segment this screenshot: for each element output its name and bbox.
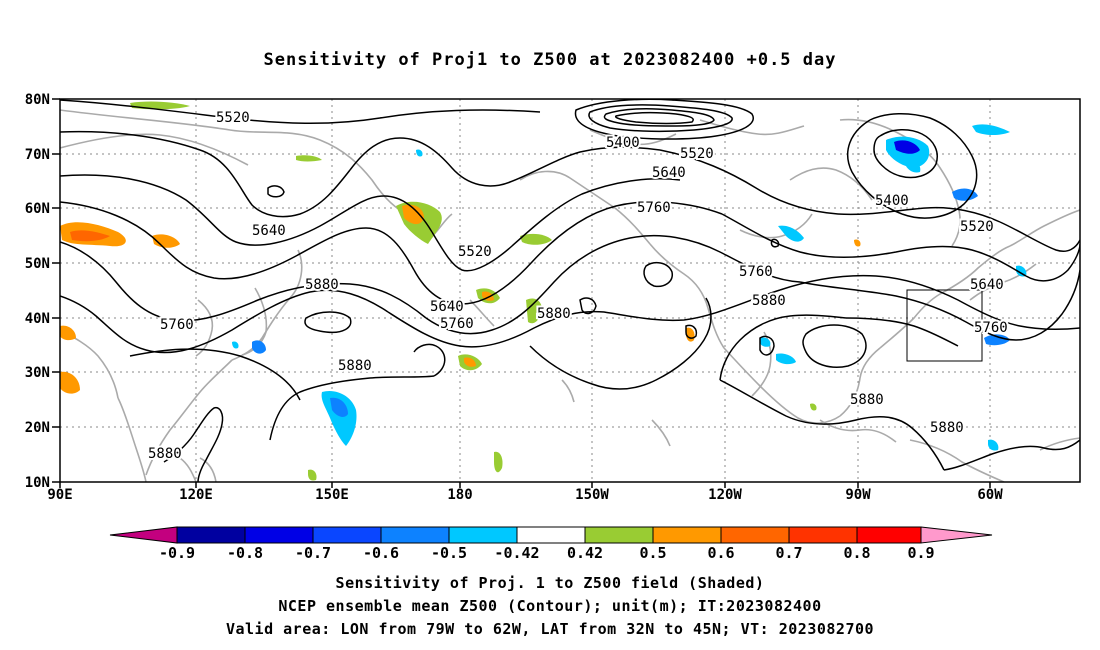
contour-label: 5760	[974, 320, 1008, 336]
colorbar-swatch	[244, 526, 314, 544]
colorbar-tick-label: 0.9	[907, 544, 934, 562]
map-frame	[59, 98, 1081, 483]
lon-label: 60W	[977, 487, 1003, 503]
colorbar-tick-label: -0.6	[363, 544, 399, 562]
lat-label: 30N	[25, 365, 50, 381]
lon-label: 90W	[845, 487, 871, 503]
colorbar-swatch	[448, 526, 518, 544]
colorbar: -0.9 -0.8 -0.7 -0.6 -0.5 -0.42 0.42 0.5 …	[109, 526, 993, 562]
lat-label: 40N	[25, 311, 50, 327]
contour-label: 5520	[960, 219, 994, 235]
contour-label: 5400	[875, 193, 909, 209]
lon-label: 150W	[575, 487, 609, 503]
colorbar-left-arrow	[109, 526, 178, 544]
colorbar-swatch	[516, 526, 586, 544]
contour-label: 5880	[930, 420, 964, 436]
colorbar-swatch	[788, 526, 858, 544]
page-title: Sensitivity of Proj1 to Z500 at 20230824…	[263, 50, 837, 70]
colorbar-tick-label: -0.7	[295, 544, 331, 562]
longitude-labels: 90E 120E 150E 180 150W 120W 90W 60W	[47, 487, 1003, 503]
colorbar-swatch	[380, 526, 450, 544]
contour-label: 5880	[148, 446, 182, 462]
contour-label: 5520	[216, 110, 250, 126]
contour-label: 5400	[606, 135, 640, 151]
colorbar-tick-label: -0.9	[159, 544, 195, 562]
colorbar-tick-label: 0.42	[567, 544, 603, 562]
contour-label: 5880	[752, 293, 786, 309]
colorbar-tick-label: -0.42	[494, 544, 539, 562]
lat-label: 10N	[25, 475, 50, 491]
contour-label: 5760	[160, 317, 194, 333]
contour-label: 5880	[537, 306, 571, 322]
colorbar-tick-label: 0.5	[639, 544, 666, 562]
contour-label: 5640	[970, 277, 1004, 293]
grid-lines	[60, 99, 1080, 482]
lon-label: 150E	[315, 487, 349, 503]
colorbar-swatch	[312, 526, 382, 544]
contour-label: 5640	[252, 223, 286, 239]
colorbar-right-arrow	[920, 526, 993, 544]
colorbar-swatch	[652, 526, 722, 544]
colorbar-tick-label: 0.7	[775, 544, 802, 562]
caption-line-2: NCEP ensemble mean Z500 (Contour); unit(…	[278, 597, 822, 615]
axis-ticks	[52, 98, 991, 488]
contour-label: 5880	[305, 277, 339, 293]
validation-box	[906, 289, 983, 362]
contour-label: 5760	[440, 316, 474, 332]
contour-label: 5760	[739, 264, 773, 280]
lon-label: 120W	[708, 487, 742, 503]
lat-label: 70N	[25, 147, 50, 163]
contour-label: 5520	[458, 244, 492, 260]
contour-label: 5640	[430, 299, 464, 315]
latitude-labels: 80N 70N 60N 50N 40N 30N 20N 10N	[25, 92, 50, 491]
lon-label: 90E	[47, 487, 72, 503]
contour-label: 5760	[637, 200, 671, 216]
caption-line-3: Valid area: LON from 79W to 62W, LAT fro…	[225, 620, 875, 638]
lat-label: 50N	[25, 256, 50, 272]
lat-label: 60N	[25, 201, 50, 217]
colorbar-tick-label: -0.5	[431, 544, 467, 562]
z500-contours	[60, 99, 1080, 482]
lat-label: 20N	[25, 420, 50, 436]
contour-labels: 5520 5400 5520 5640 5760 5640 5520 5400 …	[146, 108, 1010, 464]
colorbar-swatch	[176, 526, 246, 544]
contour-label: 5520	[680, 146, 714, 162]
lon-label: 180	[447, 487, 472, 503]
colorbar-tick-label: -0.8	[227, 544, 263, 562]
caption-line-1: Sensitivity of Proj. 1 to Z500 field (Sh…	[335, 574, 765, 592]
contour-label: 5640	[652, 165, 686, 181]
contour-label: 5880	[850, 392, 884, 408]
colorbar-swatch	[856, 526, 922, 544]
colorbar-swatch	[720, 526, 790, 544]
sensitivity-map: 5520 5400 5520 5640 5760 5640 5520 5400 …	[25, 92, 1081, 562]
colorbar-swatch	[584, 526, 654, 544]
colorbar-tick-label: 0.6	[707, 544, 734, 562]
colorbar-tick-label: 0.8	[843, 544, 870, 562]
sensitivity-shading	[60, 101, 1027, 481]
lon-label: 120E	[179, 487, 213, 503]
contour-label: 5880	[338, 358, 372, 374]
lat-label: 80N	[25, 92, 50, 108]
